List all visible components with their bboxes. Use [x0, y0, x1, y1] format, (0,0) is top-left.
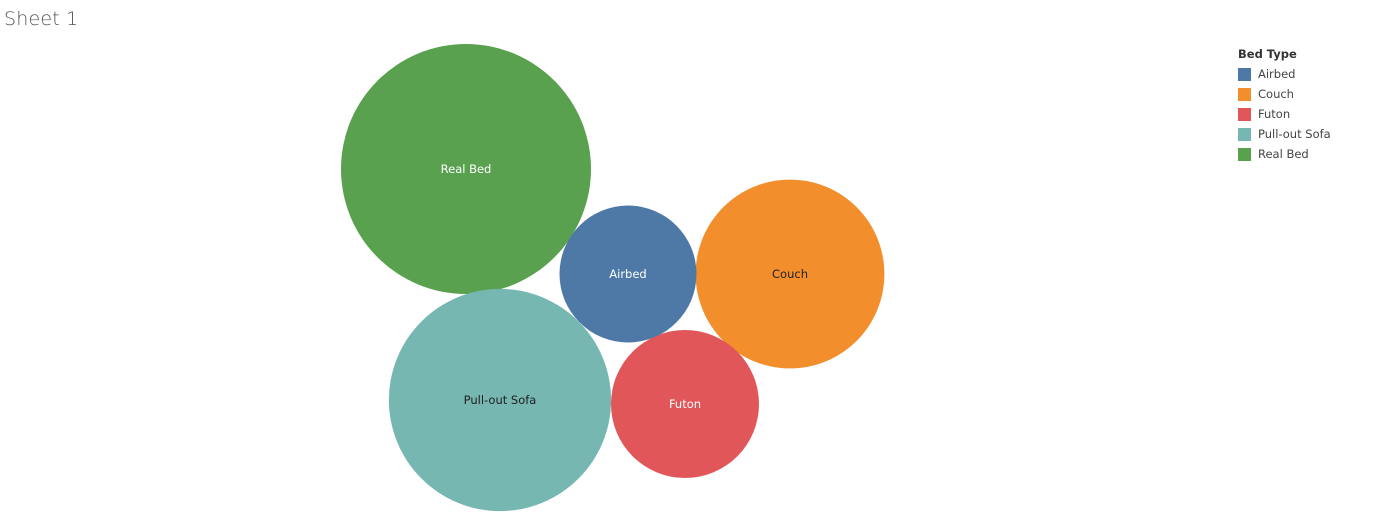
bubble-label-pull-out-sofa: Pull-out Sofa — [464, 393, 537, 407]
legend-swatch-pull-out-sofa — [1238, 127, 1251, 141]
legend-item-real-bed[interactable]: Real Bed — [1238, 144, 1368, 164]
legend-item-pull-out-sofa[interactable]: Pull-out Sofa — [1238, 124, 1368, 144]
legend: Bed Type Airbed Couch Futon Pull-out Sof… — [1238, 47, 1368, 164]
legend-label-pull-out-sofa: Pull-out Sofa — [1258, 127, 1331, 141]
bubble-futon[interactable] — [611, 330, 759, 478]
legend-swatch-real-bed — [1238, 147, 1251, 161]
legend-label-couch: Couch — [1258, 87, 1294, 101]
legend-label-real-bed: Real Bed — [1258, 147, 1309, 161]
bubble-label-real-bed: Real Bed — [441, 162, 492, 176]
bubble-label-airbed: Airbed — [609, 267, 646, 281]
bubble-real-bed[interactable] — [341, 44, 591, 294]
bubble-airbed[interactable] — [559, 205, 697, 343]
bubble-pull-out-sofa[interactable] — [388, 288, 612, 512]
legend-swatch-futon — [1238, 107, 1251, 121]
legend-label-futon: Futon — [1258, 107, 1291, 121]
legend-item-futon[interactable]: Futon — [1238, 104, 1368, 124]
bubble-label-futon: Futon — [669, 397, 701, 411]
legend-swatch-couch — [1238, 87, 1251, 101]
legend-title: Bed Type — [1238, 47, 1297, 61]
bubble-couch[interactable] — [695, 179, 885, 369]
sheet-title: Sheet 1 — [4, 8, 79, 30]
legend-swatch-airbed — [1238, 67, 1251, 81]
legend-item-couch[interactable]: Couch — [1238, 84, 1368, 104]
legend-item-airbed[interactable]: Airbed — [1238, 64, 1368, 84]
legend-label-airbed: Airbed — [1258, 67, 1296, 81]
bubble-label-couch: Couch — [772, 267, 808, 281]
